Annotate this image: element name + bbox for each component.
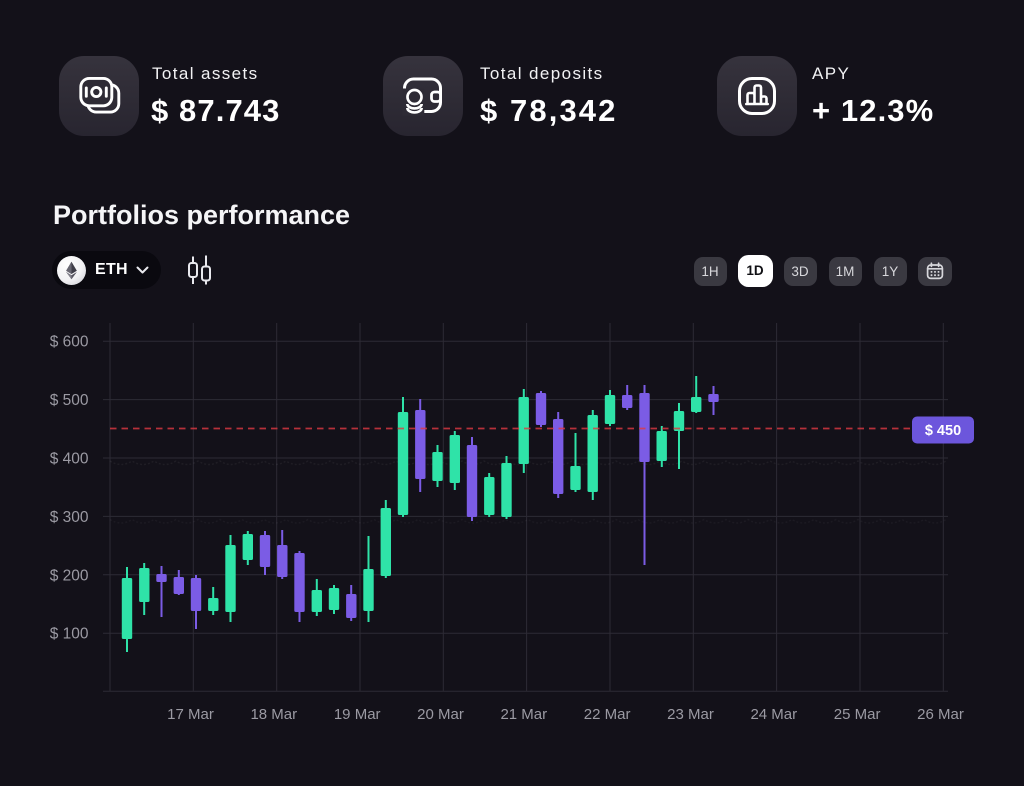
svg-text:18 Mar: 18 Mar — [250, 706, 297, 723]
svg-text:22 Mar: 22 Mar — [584, 706, 631, 723]
svg-text:$ 100: $ 100 — [50, 626, 89, 643]
svg-text:26 Mar: 26 Mar — [917, 706, 964, 723]
svg-text:17 Mar: 17 Mar — [167, 706, 214, 723]
svg-text:20 Mar: 20 Mar — [417, 706, 464, 723]
svg-text:$ 400: $ 400 — [50, 451, 89, 468]
svg-text:21 Mar: 21 Mar — [500, 706, 547, 723]
svg-text:24 Mar: 24 Mar — [750, 706, 797, 723]
svg-text:$ 450: $ 450 — [925, 423, 961, 439]
svg-text:$ 300: $ 300 — [50, 509, 89, 526]
svg-text:$ 200: $ 200 — [50, 567, 89, 584]
svg-text:$ 600: $ 600 — [50, 334, 89, 351]
svg-text:$ 500: $ 500 — [50, 392, 89, 409]
svg-text:19 Mar: 19 Mar — [334, 706, 381, 723]
svg-text:25 Mar: 25 Mar — [834, 706, 881, 723]
svg-text:23 Mar: 23 Mar — [667, 706, 714, 723]
